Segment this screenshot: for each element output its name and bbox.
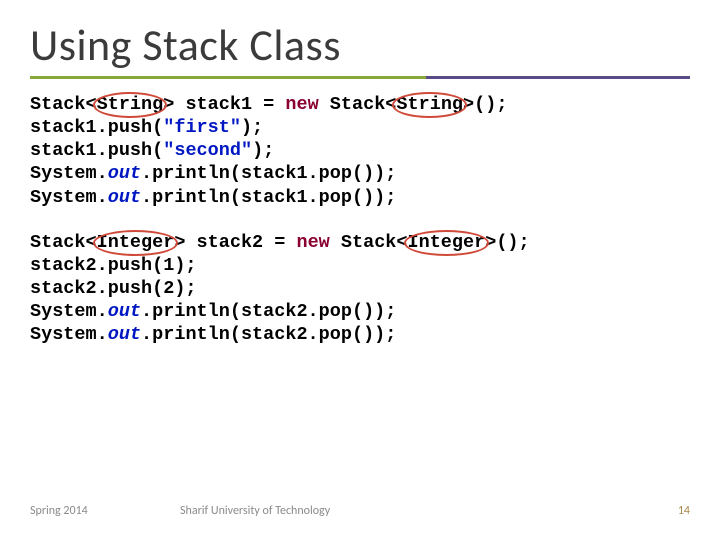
code-text: stack2.push(1); [30,255,197,276]
type-param: String [396,94,463,115]
code-text: System. [30,324,108,345]
underline-purple [426,76,690,79]
underline-green [30,76,426,79]
page-number: 14 [650,504,690,518]
code-text: >(); [463,94,507,115]
footer-institution: Sharif University of Technology [180,504,650,518]
type-param: Integer [408,232,486,253]
code-text: System. [30,301,108,322]
static-field: out [108,187,141,208]
slide: Using Stack Class Stack<String> stack1 =… [0,0,720,540]
code-text: stack1.push( [30,140,163,161]
code-text: .println(stack1.pop()); [141,163,396,184]
code-text: System. [30,187,108,208]
circled-type: Integer [408,231,486,254]
type-param: Integer [97,232,175,253]
code-text: .println(stack2.pop()); [141,301,396,322]
code-text: Stack< [30,232,97,253]
string-literal: "second" [163,140,252,161]
code-text: Stack< [330,232,408,253]
keyword-new: new [285,94,318,115]
code-text: >(); [485,232,529,253]
slide-footer: Spring 2014 Sharif University of Technol… [30,504,690,518]
code-text: > stack1 = [163,94,285,115]
circled-type: String [97,93,164,116]
keyword-new: new [296,232,329,253]
static-field: out [108,163,141,184]
string-literal: "first" [163,117,241,138]
code-text: stack1.push( [30,117,163,138]
code-text: stack2.push(2); [30,278,197,299]
code-text: > stack2 = [174,232,296,253]
circled-type: String [396,93,463,116]
static-field: out [108,324,141,345]
code-text: Stack< [319,94,397,115]
code-block-2: Stack<Integer> stack2 = new Stack<Intege… [30,231,690,347]
slide-title: Using Stack Class [30,18,690,72]
type-param: String [97,94,164,115]
code-text: ); [241,117,263,138]
code-text: System. [30,163,108,184]
footer-date: Spring 2014 [30,504,180,518]
code-text: .println(stack1.pop()); [141,187,396,208]
circled-type: Integer [97,231,175,254]
code-text: Stack< [30,94,97,115]
title-underline [30,76,690,79]
code-block-1: Stack<String> stack1 = new Stack<String>… [30,93,690,209]
code-text: ); [252,140,274,161]
static-field: out [108,301,141,322]
code-text: .println(stack2.pop()); [141,324,396,345]
